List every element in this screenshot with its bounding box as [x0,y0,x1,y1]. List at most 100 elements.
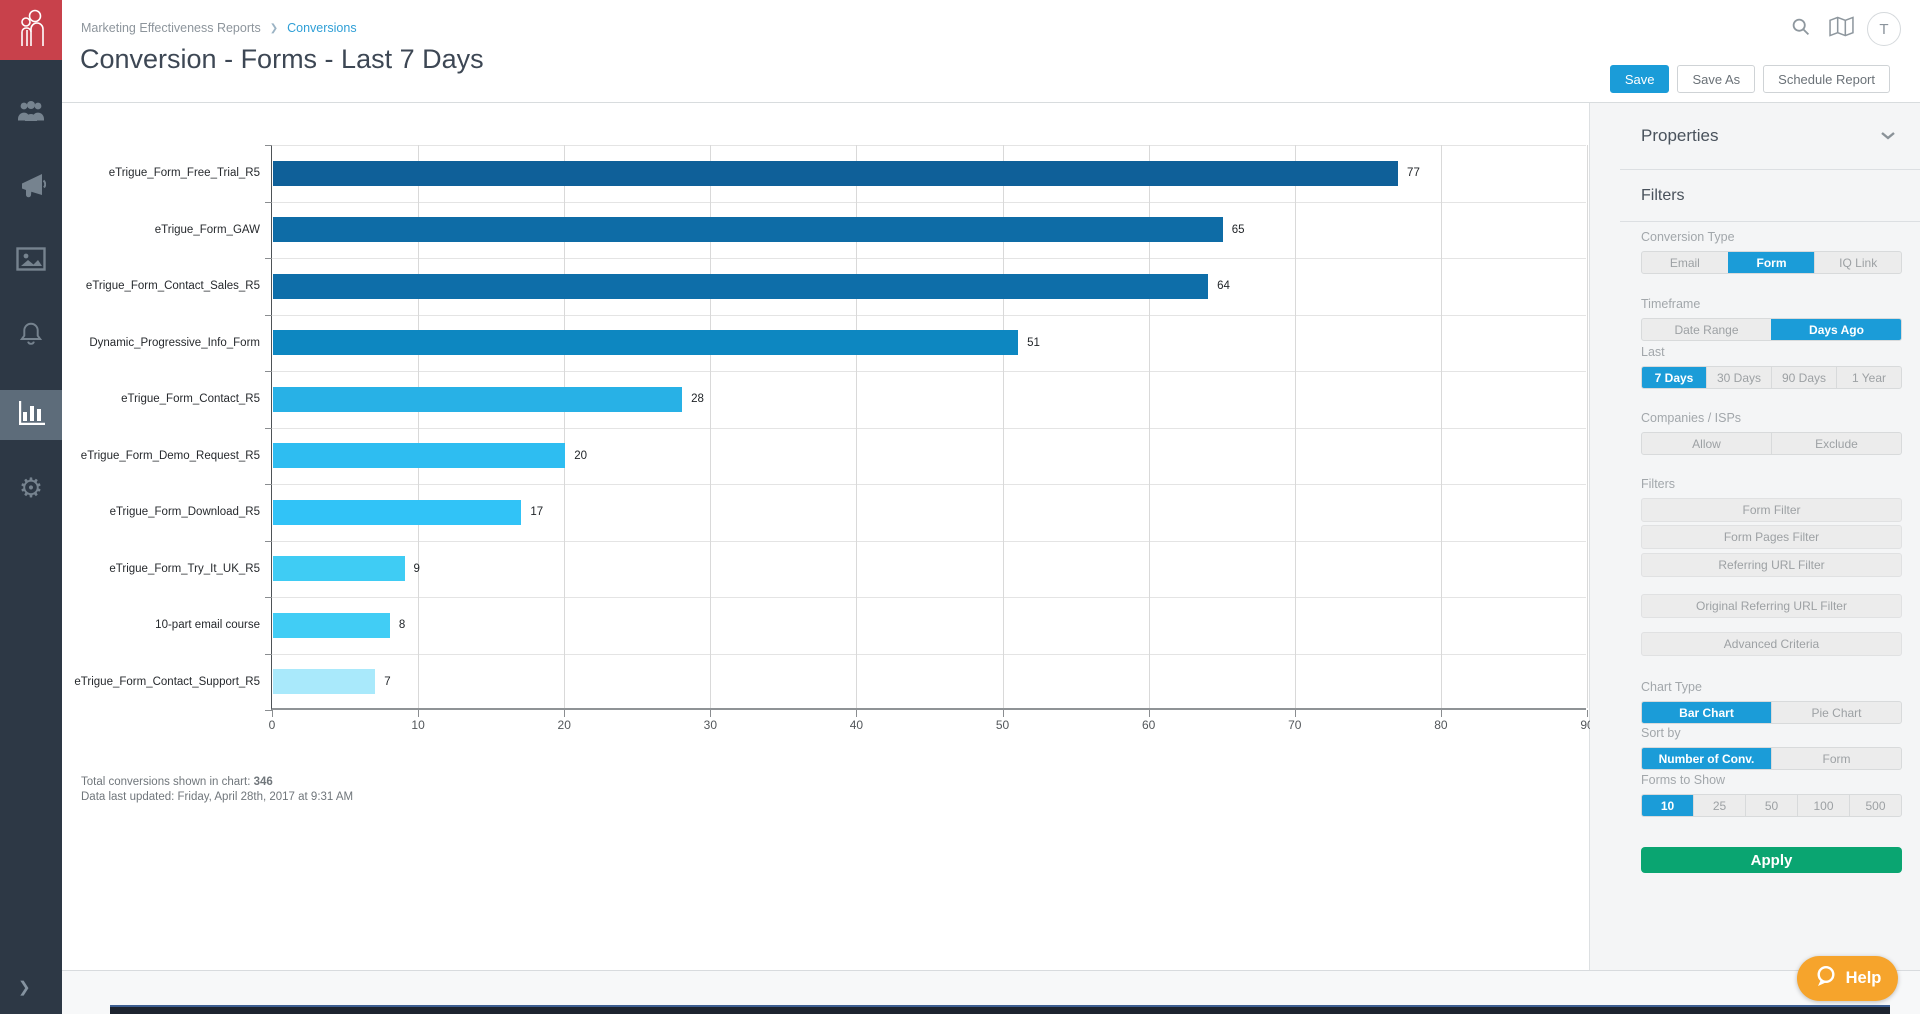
group-label: Forms to Show [1641,773,1726,787]
bell-icon [18,320,44,352]
axis-tick [710,710,712,717]
chart-bar[interactable] [273,330,1019,356]
bar-value-label: 28 [691,393,704,406]
filter-button-referring-url-filter[interactable]: Referring URL Filter [1641,553,1902,577]
segment-bar-chart[interactable]: Bar Chart [1642,702,1771,723]
etrigue-logo[interactable] [0,0,62,60]
filter-button-original-referring-url-filter[interactable]: Original Referring URL Filter [1641,594,1902,618]
save-as-button[interactable]: Save As [1677,65,1756,93]
segment-50[interactable]: 50 [1745,795,1797,816]
breadcrumb-parent[interactable]: Marketing Effectiveness Reports [81,21,261,35]
save-button[interactable]: Save [1609,65,1670,93]
filter-button-advanced-criteria[interactable]: Advanced Criteria [1641,632,1902,656]
segmented-control: 10 25 50 100 500 [1641,794,1902,817]
chart-bar[interactable] [273,443,566,469]
segment-form[interactable]: Form [1727,252,1815,273]
segment-500[interactable]: 500 [1849,795,1901,816]
segmented-control: Number of Conv. Form [1641,747,1902,770]
segment-10[interactable]: 10 [1642,795,1693,816]
segment-30-days[interactable]: 30 Days [1706,367,1771,388]
x-axis-tick-label: 20 [557,718,571,732]
axis-tick [265,597,272,598]
segmented-control: 7 Days 30 Days 90 Days 1 Year [1641,366,1902,389]
segment-email[interactable]: Email [1669,255,1700,270]
segmented-control: Date Range Days Ago [1641,318,1902,341]
segmented-control: Bar Chart Pie Chart [1641,701,1902,724]
help-label: Help [1845,969,1882,987]
sidebar-item-settings[interactable]: ⚙ [0,463,62,513]
segment-7-days[interactable]: 7 Days [1642,367,1706,388]
conversion-type-group: Conversion Type Email Form IQ Link [1641,230,1902,274]
map-button[interactable] [1827,15,1855,43]
chart-bar[interactable] [273,556,405,582]
companies-isps-group: Companies / ISPs Allow Exclude [1641,411,1902,455]
sidebar-expand-button[interactable]: ❯ [0,972,62,1002]
sidebar-item-reports[interactable] [0,390,62,440]
segment-date-range[interactable]: Date Range [1674,322,1739,337]
x-axis-tick-label: 60 [1141,718,1156,732]
help-button[interactable]: Help [1797,956,1898,1001]
image-icon [16,246,46,276]
breadcrumb-chevron-icon: ❯ [269,22,279,34]
group-label: Sort by [1641,726,1681,740]
segment-90-days[interactable]: 90 Days [1771,367,1836,388]
segment-days-ago[interactable]: Days Ago [1771,319,1901,340]
chart-bar[interactable] [273,612,390,638]
chart-bar[interactable] [273,217,1223,243]
filter-button-form-filter[interactable]: Form Filter [1641,498,1902,522]
chart-bar[interactable] [273,386,683,412]
bar-value-label: 7 [384,675,391,688]
axis-tick [1294,710,1296,717]
forms-to-show-group: Forms to Show 10 25 50 100 500 [1641,773,1902,817]
filters-section-header: Filters [1620,170,1920,222]
search-button[interactable] [1787,15,1815,43]
schedule-report-button[interactable]: Schedule Report [1763,65,1890,93]
filter-button-form-pages-filter[interactable]: Form Pages Filter [1641,525,1902,549]
segment-25[interactable]: 25 [1693,795,1745,816]
bar-value-label: 9 [413,562,420,575]
category-label: eTrigue_Form_Free_Trial_R5 [108,167,260,180]
segment-number-of-conv[interactable]: Number of Conv. [1642,748,1771,769]
bar-value-label: 17 [530,506,544,519]
bar-chart-icon [16,399,46,432]
chart-bar[interactable] [273,499,522,525]
report-actions: Save Save As Schedule Report [1609,65,1890,93]
sidebar-item-assets[interactable] [0,236,62,286]
chart-bar[interactable] [273,273,1209,299]
sidebar-item-alerts[interactable] [0,311,62,361]
sidebar-item-campaigns[interactable] [0,163,62,213]
megaphone-icon [16,173,47,204]
chart-bar[interactable] [273,669,376,695]
sidebar-item-contacts[interactable] [0,88,62,138]
axis-tick [265,540,272,542]
segment-1-year[interactable]: 1 Year [1836,367,1901,388]
axis-tick [265,145,272,146]
chart-bar[interactable] [273,160,1399,186]
gridline [272,540,1586,542]
segment-form[interactable]: Form [1771,748,1901,769]
segment-iq-link[interactable]: IQ Link [1814,252,1901,273]
header: Marketing Effectiveness Reports ❯ Conver… [62,0,1920,103]
people-icon [15,98,47,129]
gridline [272,258,1586,259]
bar-value-label: 8 [398,619,406,632]
breadcrumb-current[interactable]: Conversions [287,21,357,35]
apply-button[interactable]: Apply [1641,847,1902,873]
segment-pie-chart[interactable]: Pie Chart [1771,702,1901,723]
properties-header[interactable]: Properties [1620,103,1920,170]
chart-card: 0 10 20 30 40 50 60 70 80 90 eTrigue_Form_Free_Tri… [62,103,1594,970]
gridline [1440,145,1442,708]
gridline [1148,145,1150,708]
last-updated-note: Data last updated: Friday, April 28th, 2… [81,791,354,803]
user-avatar[interactable]: T [1867,12,1901,46]
axis-tick [265,258,272,259]
segment-exclude[interactable]: Exclude [1771,433,1901,454]
segmented-control: Allow Exclude [1641,432,1902,455]
segment-100[interactable]: 100 [1797,795,1849,816]
segment-allow[interactable]: Allow [1692,436,1721,451]
gridline [564,145,566,708]
axis-tick [856,710,858,717]
speech-bubble-icon [1814,965,1838,992]
axis-tick [265,371,272,372]
x-axis-tick-label: 70 [1288,718,1302,732]
